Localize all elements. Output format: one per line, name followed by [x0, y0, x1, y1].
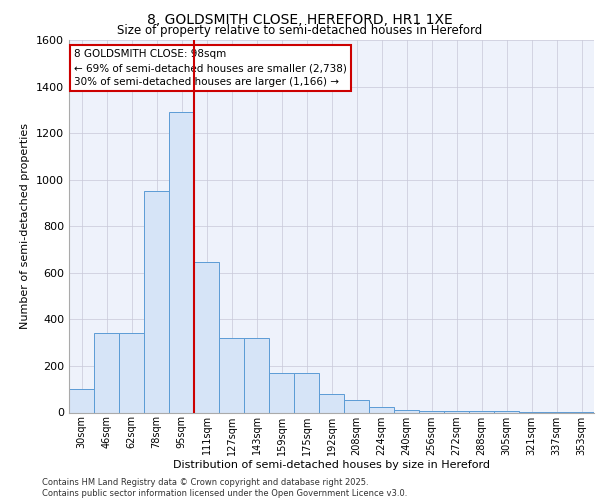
Bar: [344, 400, 369, 412]
Text: Size of property relative to semi-detached houses in Hereford: Size of property relative to semi-detach…: [118, 24, 482, 37]
Bar: [419, 410, 444, 412]
Text: Contains HM Land Registry data © Crown copyright and database right 2025.
Contai: Contains HM Land Registry data © Crown c…: [42, 478, 407, 498]
Bar: [394, 410, 419, 412]
X-axis label: Distribution of semi-detached houses by size in Hereford: Distribution of semi-detached houses by …: [173, 460, 490, 470]
Bar: [69, 389, 94, 412]
Bar: [94, 334, 119, 412]
Text: 8 GOLDSMITH CLOSE: 98sqm
← 69% of semi-detached houses are smaller (2,738)
30% o: 8 GOLDSMITH CLOSE: 98sqm ← 69% of semi-d…: [74, 50, 347, 88]
Bar: [119, 334, 144, 412]
Y-axis label: Number of semi-detached properties: Number of semi-detached properties: [20, 123, 31, 329]
Bar: [319, 394, 344, 412]
Bar: [369, 406, 394, 412]
Bar: [169, 112, 194, 412]
Text: 8, GOLDSMITH CLOSE, HEREFORD, HR1 1XE: 8, GOLDSMITH CLOSE, HEREFORD, HR1 1XE: [147, 12, 453, 26]
Bar: [144, 192, 169, 412]
Bar: [219, 338, 244, 412]
Bar: [294, 373, 319, 412]
Bar: [244, 338, 269, 412]
Bar: [269, 373, 294, 412]
Bar: [194, 262, 219, 412]
